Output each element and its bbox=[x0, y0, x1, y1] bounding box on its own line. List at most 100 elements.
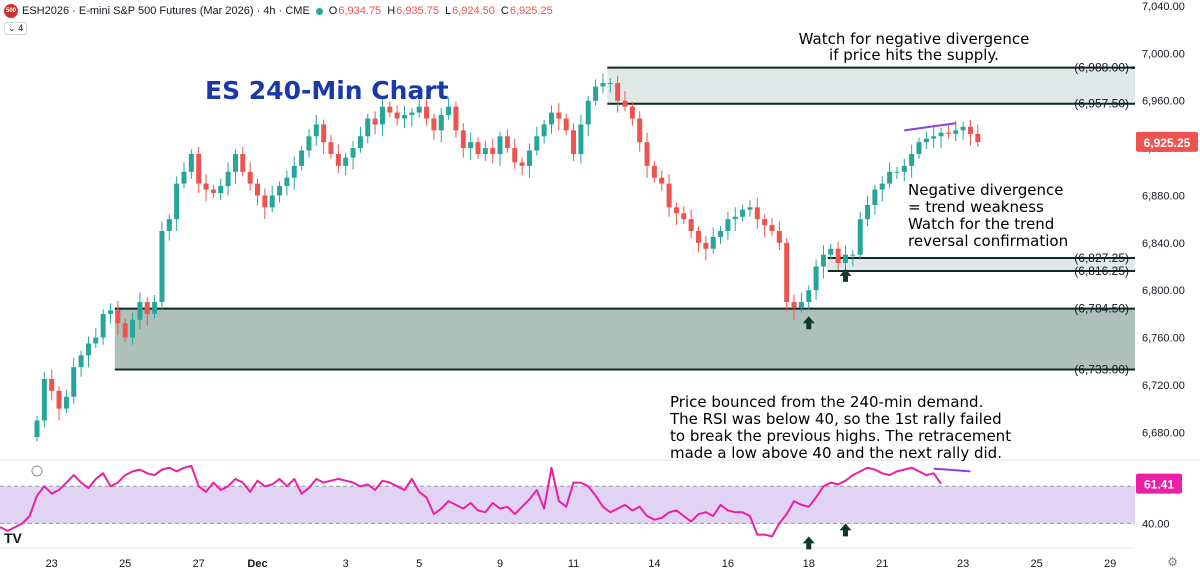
candle-body bbox=[218, 186, 224, 194]
candle-body bbox=[953, 130, 959, 134]
grid bbox=[0, 459, 1200, 549]
candle-body bbox=[188, 154, 194, 172]
y-tick-label: 6,800.00 bbox=[1142, 285, 1185, 297]
x-tick-label: 25 bbox=[119, 558, 131, 570]
candle-body bbox=[328, 142, 334, 155]
tradingview-logo[interactable]: TV bbox=[4, 530, 22, 546]
candle-body bbox=[901, 165, 907, 172]
candle-body bbox=[313, 124, 319, 137]
demand-zone-top-label: (6,784.50) bbox=[1074, 302, 1129, 316]
x-tick-label: 16 bbox=[722, 558, 734, 570]
candle-body bbox=[688, 219, 694, 231]
candle-body bbox=[593, 86, 599, 101]
candle-body bbox=[130, 319, 136, 338]
annotation-top-line: if price hits the supply. bbox=[829, 46, 999, 64]
candle-body bbox=[34, 420, 40, 438]
candle-body bbox=[931, 136, 937, 139]
candle-body bbox=[850, 254, 856, 256]
symbol-logo[interactable]: 500 bbox=[4, 4, 18, 18]
minor-demand-zone-bottom-label: (6,816.25) bbox=[1074, 264, 1129, 278]
rsi-pane: 40.00 bbox=[0, 464, 1170, 550]
candle-body bbox=[468, 142, 474, 149]
indicators-toggle[interactable]: ⌄ 4 bbox=[4, 22, 28, 35]
candle-body bbox=[482, 148, 488, 155]
x-tick-label: 25 bbox=[1030, 558, 1042, 570]
symbol-code[interactable]: ESH2026 bbox=[22, 5, 70, 17]
y-tick-label: 6,760.00 bbox=[1142, 333, 1185, 345]
candle-body bbox=[828, 248, 834, 255]
candle-body bbox=[402, 114, 407, 119]
rsi-level-label: 40.00 bbox=[1142, 518, 1170, 530]
candle-body bbox=[967, 126, 973, 134]
candle-body bbox=[159, 231, 165, 303]
candle-body bbox=[813, 266, 819, 291]
x-tick-label: 5 bbox=[416, 558, 422, 570]
candle-body bbox=[894, 171, 900, 173]
candle-body bbox=[960, 126, 966, 131]
candle-body bbox=[424, 106, 430, 119]
candle-body bbox=[541, 124, 547, 137]
candle-body bbox=[269, 195, 275, 208]
x-tick-label: 14 bbox=[648, 558, 660, 570]
candle-body bbox=[637, 118, 643, 143]
annotation-middle-line: Watch for the trend bbox=[908, 215, 1054, 233]
candle-body bbox=[225, 171, 231, 186]
symbol-header: 500 ESH2026 · E-mini S&P 500 Futures (Ma… bbox=[4, 4, 553, 18]
candle-body bbox=[666, 183, 672, 208]
market-status-icon bbox=[315, 7, 323, 15]
x-tick-label: 27 bbox=[193, 558, 205, 570]
candle-body bbox=[291, 165, 297, 178]
candle-body bbox=[306, 136, 312, 151]
x-tick-label: Dec bbox=[247, 558, 267, 570]
candle-body bbox=[490, 148, 496, 155]
candle-body bbox=[210, 189, 216, 194]
candle-body bbox=[909, 154, 915, 166]
candle-body bbox=[453, 106, 459, 131]
candle-body bbox=[85, 343, 91, 356]
candle-body bbox=[534, 136, 540, 151]
minor-demand-zone-fill bbox=[827, 257, 1135, 271]
x-tick-label: 3 bbox=[343, 558, 349, 570]
candle-body bbox=[696, 231, 701, 243]
candle-body bbox=[108, 310, 113, 314]
candle-body bbox=[460, 130, 466, 149]
y-tick-label: 6,840.00 bbox=[1142, 238, 1185, 250]
drawings-layer bbox=[802, 122, 956, 330]
candle-body bbox=[600, 82, 606, 87]
y-tick-label: 7,040.00 bbox=[1142, 1, 1185, 13]
candle-body bbox=[100, 313, 106, 338]
candle-body bbox=[232, 154, 238, 172]
candle-body bbox=[556, 112, 562, 119]
annotations-layer: ES 240-Min Chart Watch for negative diver… bbox=[205, 30, 1068, 462]
candle-body bbox=[321, 124, 327, 143]
price-up-arrow-icon bbox=[839, 268, 852, 282]
gear-icon[interactable]: ⚙ bbox=[1167, 555, 1178, 569]
candle-body bbox=[144, 302, 150, 314]
rsi-divergence-line bbox=[933, 467, 971, 473]
candle-body bbox=[754, 207, 760, 220]
price-up-arrow-icon bbox=[802, 316, 815, 330]
candle-body bbox=[607, 82, 613, 84]
candle-body bbox=[798, 302, 804, 308]
candle-body bbox=[945, 132, 951, 134]
interval[interactable]: 4h bbox=[263, 5, 276, 17]
annotation-bottom-line: made a low above 40 and the next rally d… bbox=[670, 444, 1002, 462]
annotation-middle-line: = trend weakness bbox=[908, 198, 1044, 216]
x-tick-label: 9 bbox=[497, 558, 503, 570]
candle-body bbox=[769, 225, 775, 231]
rsi-up-arrow-icon bbox=[802, 536, 815, 550]
candle-body bbox=[644, 142, 650, 166]
close-value: 6,925.25 bbox=[509, 5, 553, 17]
price-divergence-line bbox=[904, 122, 956, 132]
candle-body bbox=[240, 154, 246, 172]
candle-body bbox=[431, 118, 437, 131]
candle-body bbox=[379, 106, 385, 125]
candle-body bbox=[438, 114, 444, 131]
candle-body bbox=[357, 136, 363, 149]
candle-body bbox=[284, 177, 290, 186]
candle-body bbox=[299, 150, 305, 166]
low-label: L bbox=[444, 5, 452, 17]
minor-demand-zone-top-label: (6,827.25) bbox=[1074, 251, 1129, 265]
candle-body bbox=[63, 396, 69, 409]
